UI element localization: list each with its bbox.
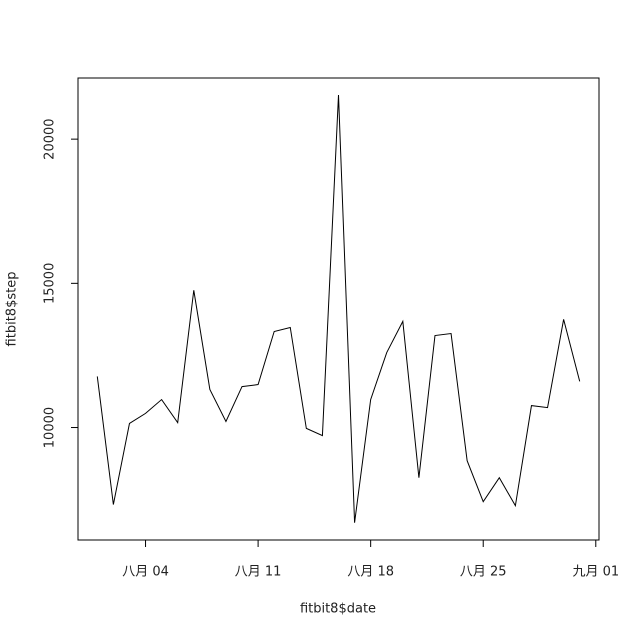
x-tick-label: 八月 25: [460, 565, 507, 580]
x-axis-label: fitbit8$date: [300, 602, 376, 617]
x-tick-label: 八月 11: [235, 565, 282, 580]
x-tick-label: 八月 04: [122, 565, 169, 580]
y-axis-label: fitbit8$step: [5, 272, 20, 347]
line-series: [96, 94, 581, 523]
x-tick-label: 九月 01: [572, 565, 619, 580]
x-tick-label: 八月 18: [347, 565, 394, 580]
y-tick-label: 10000: [43, 407, 58, 448]
y-tick-label: 15000: [43, 263, 58, 304]
y-tick-label: 20000: [43, 118, 58, 159]
